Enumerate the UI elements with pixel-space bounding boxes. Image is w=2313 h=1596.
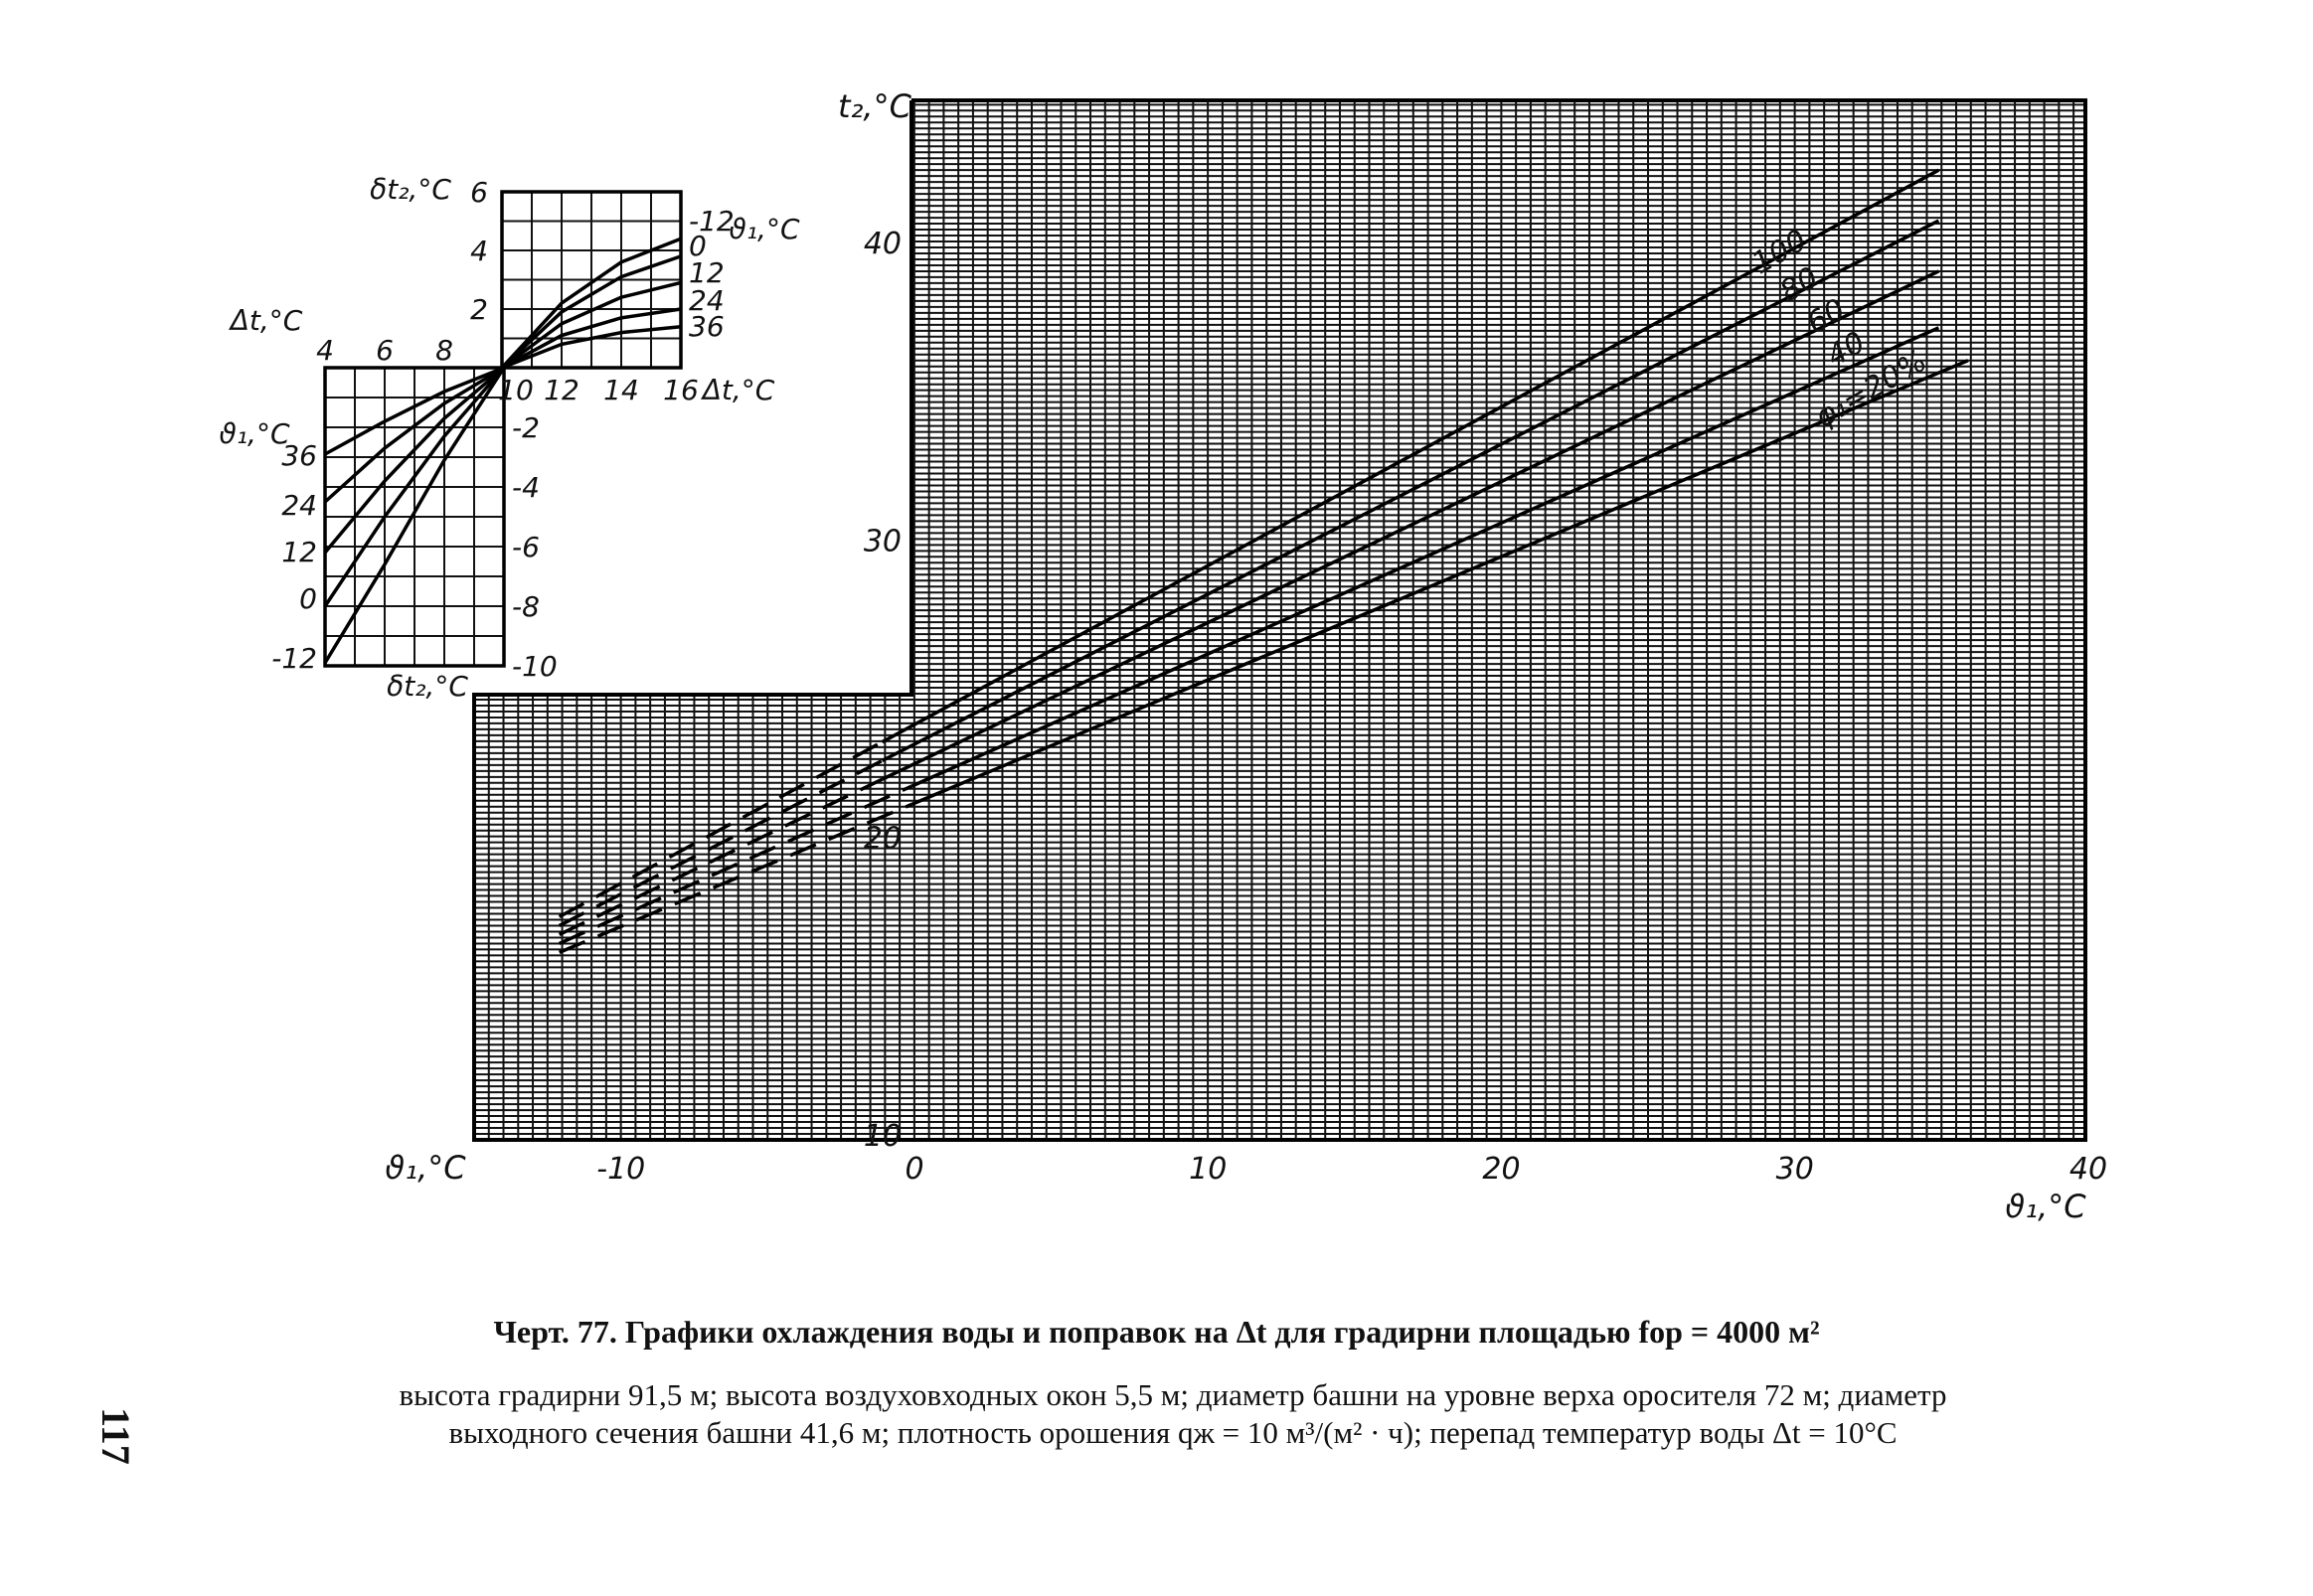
inset-d-y-tick--8: -8 [512, 590, 540, 623]
series-line-dashed-100 [558, 740, 884, 919]
inset-u-curve-36 [501, 324, 682, 370]
inset-d-left-tick-24: 24 [281, 489, 317, 522]
inset-d-curve-12 [323, 366, 506, 555]
lines-layer [323, 168, 1969, 955]
inset-d-frame [323, 366, 506, 668]
inset-d-y-tick--6: -6 [512, 531, 540, 563]
inset-d-left-tick-12: 12 [281, 536, 317, 568]
inset-d-x-label: Δt,°C [229, 304, 303, 337]
inset-d-curve-0 [323, 366, 506, 607]
inset-u-legend-0: 0 [689, 230, 707, 262]
y-axis-label: t₂,°C [838, 87, 912, 125]
series-line-φ₁=20% [910, 359, 1969, 807]
inset-d-curve-36 [324, 366, 505, 456]
inset-d-curve--12 [323, 367, 506, 664]
inset-u-curve--12 [500, 237, 682, 370]
x-axis-label-left: ϑ₁,°C [385, 1149, 466, 1187]
x-tick-40: 40 [2069, 1152, 2107, 1187]
series-line-dashed-60 [558, 777, 884, 937]
grid-layer [323, 98, 2087, 1142]
inset-u-x-tick-14: 14 [603, 374, 639, 406]
inset-u-legend-12: 12 [689, 256, 725, 289]
inset-u-curve-24 [501, 307, 682, 370]
inset-u-y-tick-6: 6 [470, 176, 488, 209]
y-tick-10: 10 [864, 1119, 902, 1154]
inset-d-y-tick--2: -2 [512, 411, 540, 444]
inset-u-legend-36: 36 [689, 310, 725, 343]
inset-d-bottom-label: δt₂,°C [387, 670, 468, 703]
series-line-60 [881, 269, 1940, 781]
series-line-dashed-40 [558, 784, 912, 946]
inset-u-curve-12 [500, 280, 682, 370]
inset-d-curve-24 [323, 366, 505, 504]
inset-d-y-tick--4: -4 [512, 471, 540, 504]
inset-u-title: δt₂,°C [370, 173, 451, 206]
x-tick--10: -10 [596, 1152, 645, 1187]
series-line-100 [881, 168, 1940, 744]
series-line-40 [910, 326, 1940, 788]
inset-d-left-tick--12: -12 [271, 642, 317, 675]
y-tick-20: 20 [864, 822, 902, 857]
inset-u-legend-24: 24 [689, 284, 725, 317]
caption-title: Черт. 77. Графики охлаждения воды и попр… [493, 1314, 1820, 1350]
inset-d-y-label: ϑ₁,°C [219, 417, 289, 450]
inset-u-x-tick-16: 16 [663, 374, 699, 406]
caption-line-2: выходного сечения башни 41,6 м; плотност… [448, 1415, 1898, 1450]
inset-d-left-tick-36: 36 [281, 439, 317, 472]
inset-u-legend-title: ϑ₁,°C [729, 213, 799, 245]
inset-d-left-tick-0: 0 [299, 582, 317, 615]
x-axis-label: ϑ₁,°C [2005, 1188, 2086, 1225]
inset-d-x-tick-6: 6 [376, 334, 394, 367]
inset-u-x-label: Δt,°C [701, 374, 775, 406]
inset-u-y-tick-2: 2 [470, 293, 488, 326]
caption-body: высота градирни 91,5 м; высота воздуховх… [169, 1376, 2177, 1452]
inset-d-x-tick-4: 4 [316, 334, 334, 367]
x-tick-10: 10 [1189, 1152, 1227, 1187]
x-tick-20: 20 [1482, 1152, 1520, 1187]
x-tick-30: 30 [1776, 1152, 1814, 1187]
series-line-80 [881, 219, 1940, 763]
page-number: 117 [93, 1407, 138, 1465]
series-line-dashed-φ₁=20% [559, 802, 912, 955]
inset-d-x-tick-8: 8 [435, 334, 453, 367]
caption-line-1: высота градирни 91,5 м; высота воздуховх… [399, 1377, 1947, 1412]
x-tick-0: 0 [905, 1152, 923, 1187]
inset-u-legend--12: -12 [689, 205, 735, 238]
main-frame [472, 98, 2087, 1142]
series-line-dashed-80 [558, 758, 884, 928]
inset-d-y-tick--10: -10 [512, 650, 558, 683]
inset-u-y-tick-4: 4 [470, 235, 488, 267]
inset-u-x-tick-12: 12 [544, 374, 579, 406]
y-tick-30: 30 [864, 524, 902, 559]
inset-u-x-tick-10: 10 [498, 374, 534, 406]
inset-u-frame [500, 190, 683, 370]
inset-u-curve-0 [500, 254, 682, 370]
y-tick-40: 40 [864, 227, 902, 261]
